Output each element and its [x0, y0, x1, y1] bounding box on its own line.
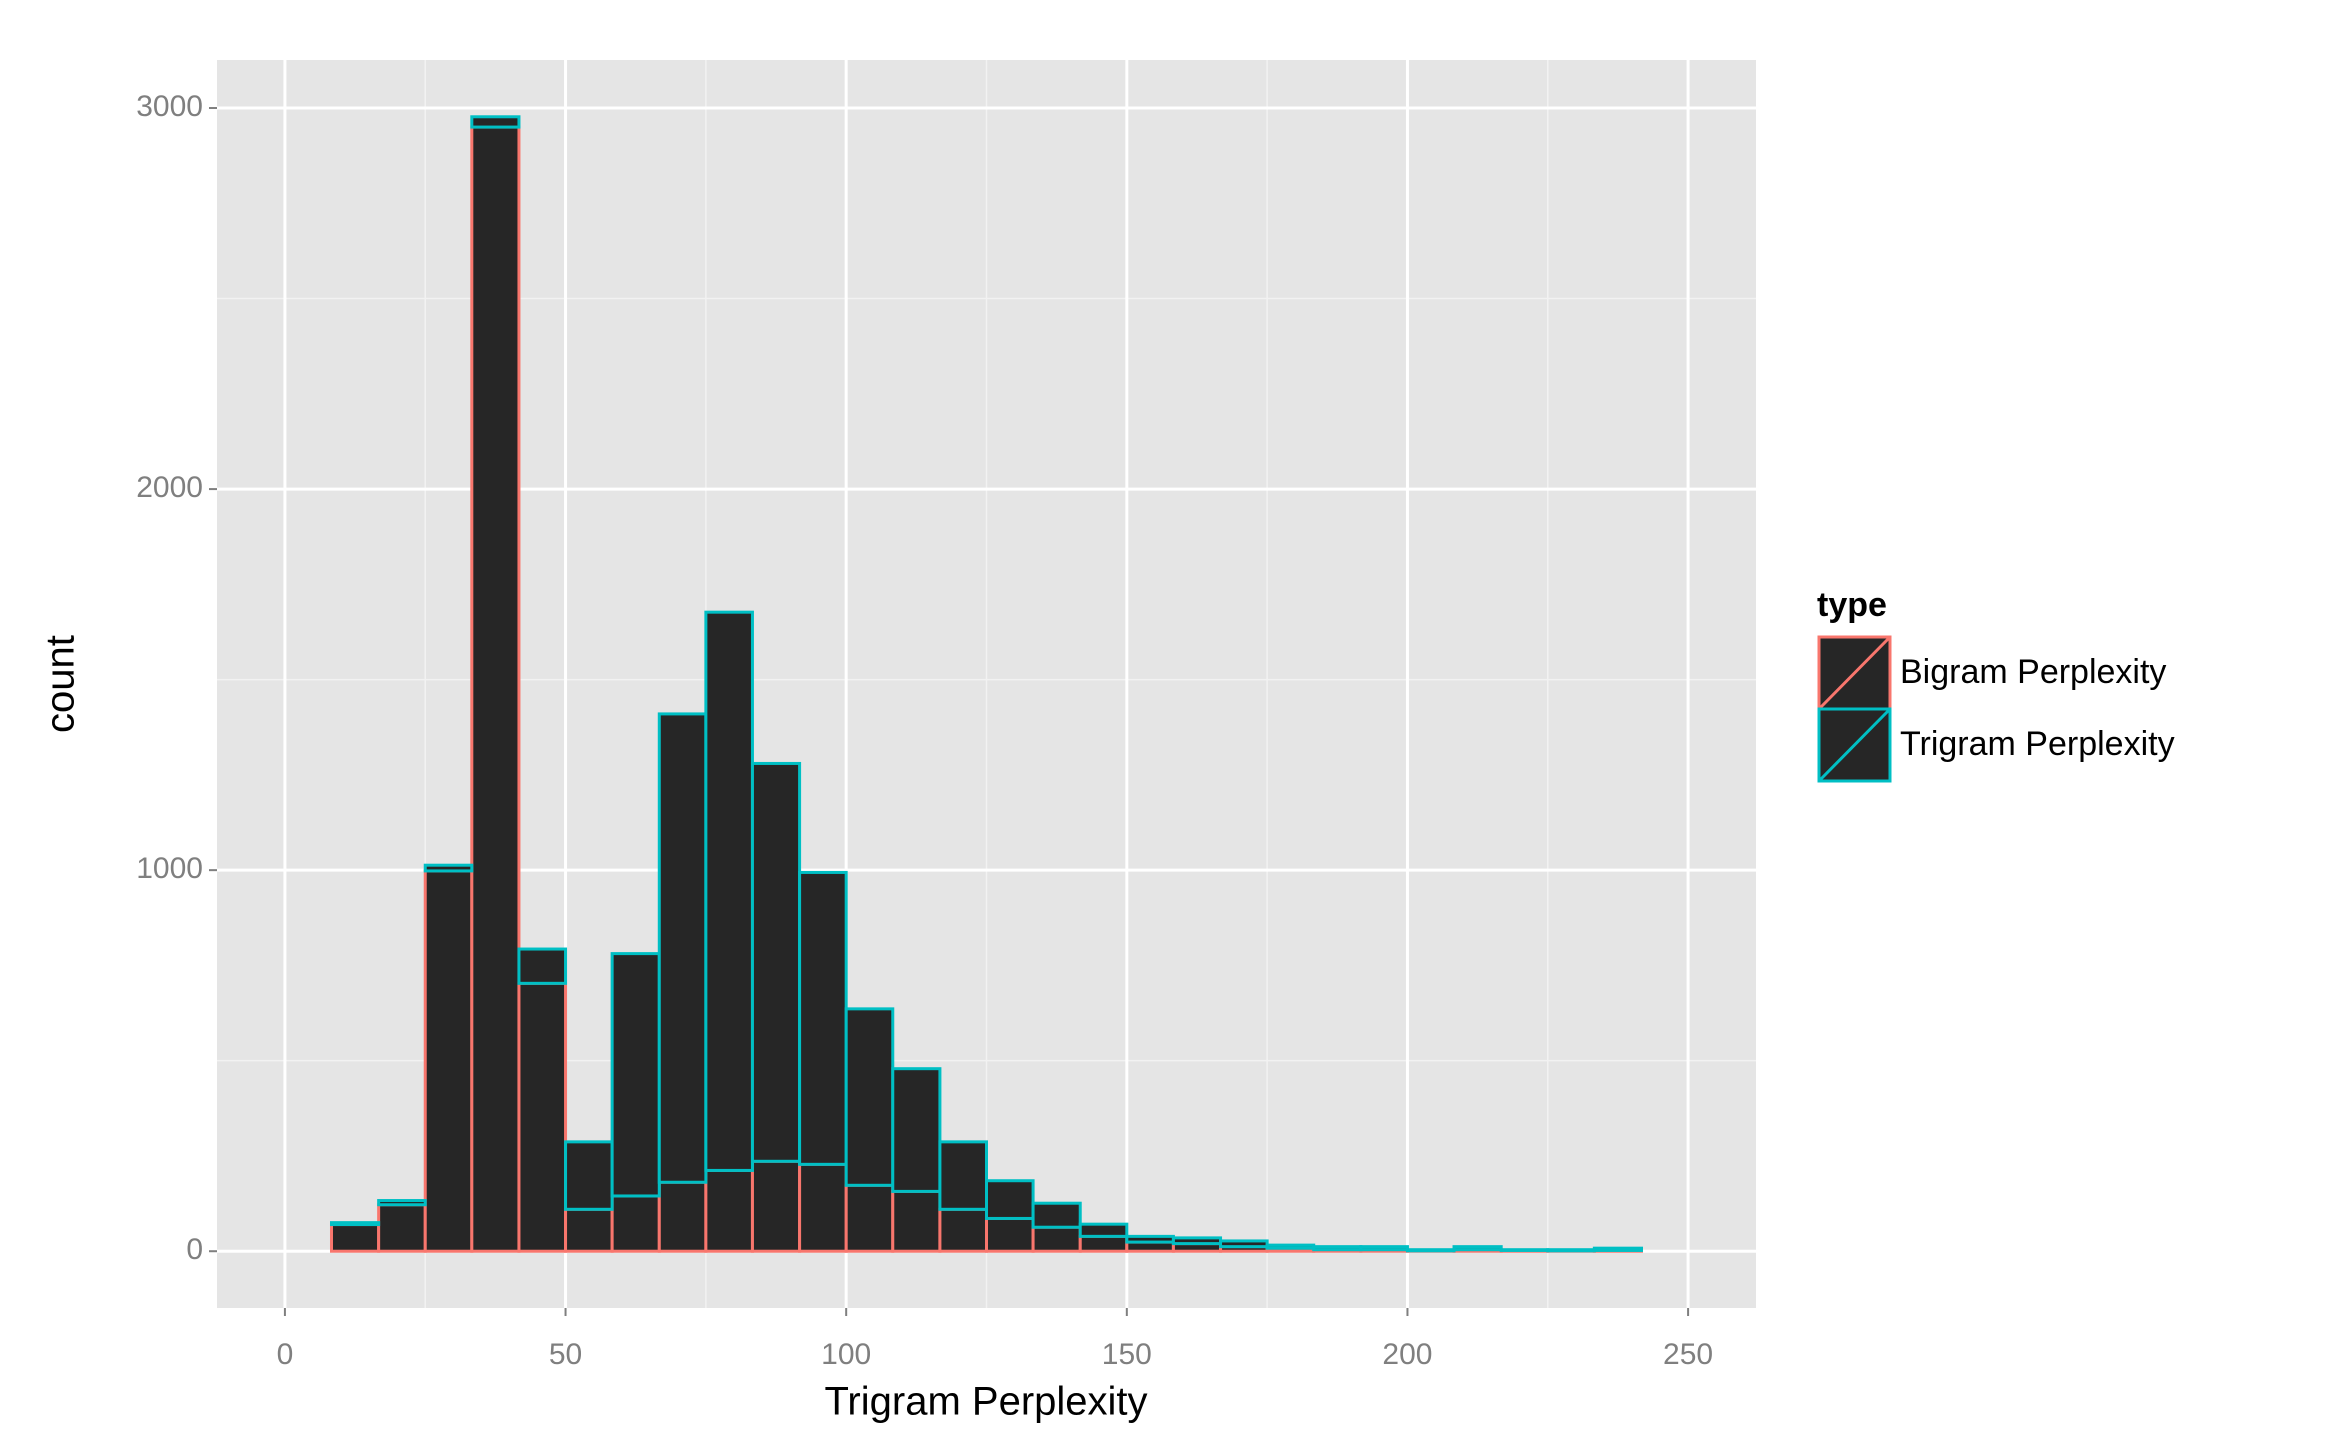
- bar: [891, 1067, 942, 1193]
- x-axis-title: Trigram Perplexity: [824, 1380, 1147, 1424]
- bar: [1078, 1222, 1129, 1238]
- x-tick-label: 100: [821, 1338, 871, 1371]
- bar: [1312, 1245, 1363, 1252]
- legend-item: Trigram Perplexity: [1817, 707, 2175, 783]
- bar: [1359, 1245, 1409, 1252]
- bar: [1219, 1239, 1269, 1249]
- bar: [844, 1007, 895, 1187]
- y-tick-label: 3000: [136, 90, 203, 123]
- bar: [517, 981, 568, 1253]
- bar: [1171, 1236, 1223, 1246]
- bar: [1125, 1234, 1175, 1244]
- bar: [985, 1216, 1035, 1253]
- x-tick-label: 50: [549, 1338, 582, 1371]
- bar: [564, 1207, 614, 1253]
- x-tick-label: 0: [277, 1338, 294, 1371]
- bar: [704, 1168, 754, 1253]
- bar: [329, 1221, 381, 1227]
- y-axis-title: count: [39, 635, 83, 733]
- bar: [1499, 1248, 1550, 1252]
- bar: [517, 947, 568, 985]
- legend-key-slash: [1817, 635, 1892, 711]
- legend-label: Trigram Perplexity: [1900, 725, 2175, 763]
- bar: [1452, 1245, 1503, 1252]
- y-tick-label: 0: [186, 1233, 203, 1266]
- y-tick-label: 1000: [136, 852, 203, 885]
- bar: [798, 1162, 848, 1253]
- bar: [377, 1199, 427, 1207]
- bar: [423, 863, 474, 873]
- bar: [329, 1223, 381, 1253]
- bar: [1405, 1248, 1456, 1253]
- legend-label: Bigram Perplexity: [1900, 653, 2166, 691]
- bar: [470, 115, 521, 129]
- bar: [470, 125, 521, 1253]
- bar: [1031, 1225, 1082, 1253]
- bar: [891, 1189, 942, 1253]
- legend-title: type: [1817, 586, 1887, 624]
- bar: [1078, 1234, 1129, 1253]
- bar: [938, 1140, 989, 1211]
- bar: [377, 1203, 427, 1253]
- bar: [423, 869, 474, 1253]
- legend-item: Bigram Perplexity: [1817, 635, 2166, 711]
- bar: [985, 1179, 1035, 1220]
- bar: [750, 761, 802, 1163]
- bar: [798, 870, 848, 1166]
- x-tick-label: 250: [1663, 1338, 1713, 1371]
- bar: [1546, 1248, 1596, 1253]
- x-tick-label: 150: [1102, 1338, 1152, 1371]
- bar: [657, 1180, 708, 1253]
- legend-key-slash: [1817, 707, 1892, 783]
- bar: [750, 1159, 802, 1253]
- bar: [610, 1194, 661, 1253]
- bar: [657, 712, 708, 1184]
- y-tick-label: 2000: [136, 471, 203, 504]
- bar: [564, 1140, 614, 1211]
- bar: [704, 610, 754, 1172]
- bar: [1265, 1243, 1316, 1250]
- x-tick-label: 200: [1382, 1338, 1432, 1371]
- bar: [610, 952, 661, 1198]
- bar: [1592, 1246, 1644, 1252]
- bar: [938, 1207, 989, 1253]
- bar: [844, 1183, 895, 1253]
- bar: [1031, 1201, 1082, 1229]
